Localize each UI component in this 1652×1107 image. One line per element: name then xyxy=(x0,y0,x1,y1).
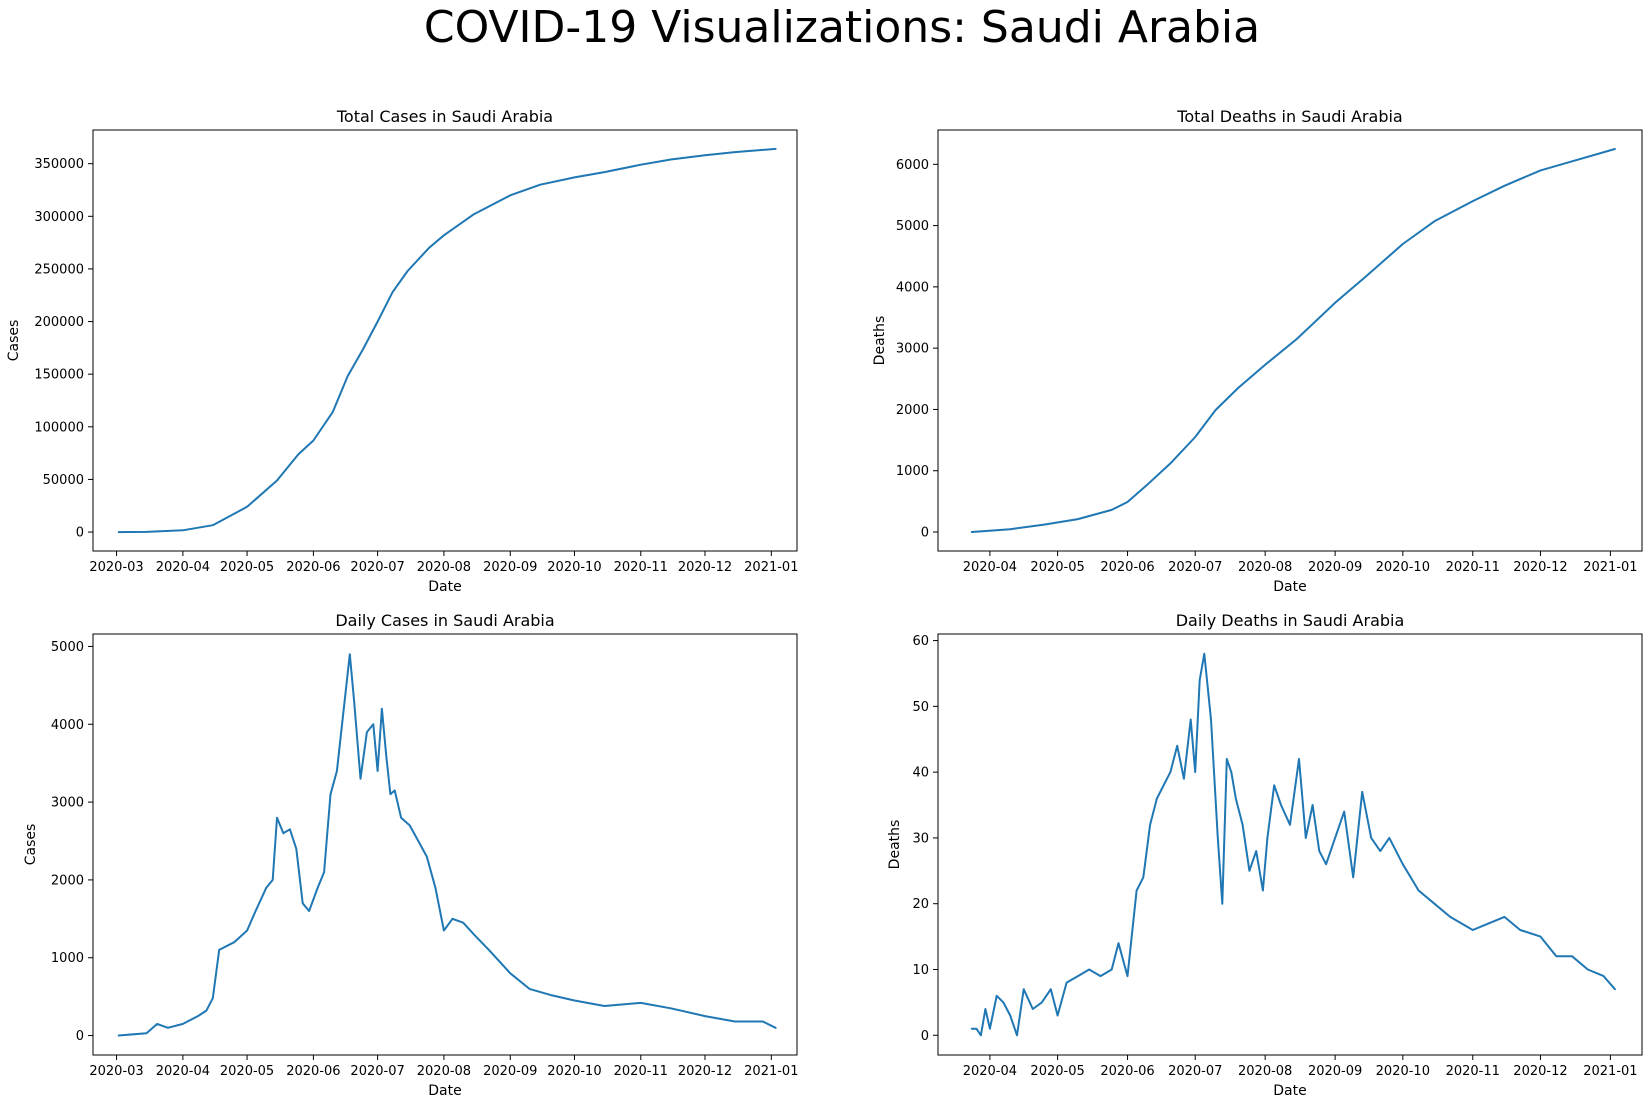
x-tick-label: 2020-11 xyxy=(614,1064,668,1079)
x-tick-label: 2020-07 xyxy=(1168,1064,1222,1079)
x-tick-label: 2020-12 xyxy=(678,560,732,575)
series-line xyxy=(970,148,1616,533)
y-tick-label: 30 xyxy=(912,831,929,846)
x-tick-label: 2020-03 xyxy=(89,1064,143,1079)
y-tick-label: 10 xyxy=(912,963,929,978)
x-tick-label: 2020-10 xyxy=(1376,1064,1430,1079)
x-tick-label: 2020-11 xyxy=(614,560,668,575)
chart-grid: Total Cases in Saudi Arabia 2020-03 2020-0… xyxy=(6,107,1643,1099)
y-tick-label: 1000 xyxy=(51,951,84,966)
x-tick-label: 2021-01 xyxy=(1583,1064,1637,1079)
plot-frame xyxy=(92,129,798,552)
y-tick-label: 50 xyxy=(912,700,929,715)
x-axis-label: Date xyxy=(428,579,461,595)
chart-title: Total Cases in Saudi Arabia xyxy=(336,107,553,126)
x-axis-label: Date xyxy=(1273,1083,1306,1099)
x-tick-label: 2020-06 xyxy=(286,560,340,575)
x-tick-label: 2020-08 xyxy=(417,560,471,575)
y-tick-label: 4000 xyxy=(51,718,84,733)
x-tick-label: 2020-07 xyxy=(350,560,404,575)
x-tick-label: 2020-05 xyxy=(220,1064,274,1079)
series-line xyxy=(117,147,777,534)
y-axis-label: Deaths xyxy=(887,820,903,870)
y-tick-label: 50000 xyxy=(43,473,84,488)
x-tick-label: 2020-07 xyxy=(350,1064,404,1079)
x-tick-label: 2020-09 xyxy=(1308,560,1362,575)
y-tick-label: 300000 xyxy=(34,210,84,225)
x-tick-label: 2020-12 xyxy=(678,1064,732,1079)
x-axis-label: Date xyxy=(1273,579,1306,595)
x-tick-label: 2020-09 xyxy=(483,1064,537,1079)
x-tick-label: 2020-04 xyxy=(963,560,1017,575)
chart-title: Daily Deaths in Saudi Arabia xyxy=(1176,611,1405,630)
x-tick-label: 2020-04 xyxy=(156,1064,210,1079)
chart-4: Daily Deaths in Saudi Arabia 2020-04 2020-… xyxy=(887,611,1643,1099)
x-tick-label: 2020-11 xyxy=(1446,1064,1500,1079)
y-axis-label: Deaths xyxy=(872,316,888,366)
x-tick-label: 2020-04 xyxy=(156,560,210,575)
x-tick-label: 2020-09 xyxy=(1308,1064,1362,1079)
x-tick-label: 2020-10 xyxy=(547,560,601,575)
y-tick-label: 4000 xyxy=(896,280,929,295)
x-tick-label: 2020-06 xyxy=(1100,560,1154,575)
x-tick-label: 2021-01 xyxy=(1583,560,1637,575)
y-tick-label: 250000 xyxy=(34,262,84,277)
x-tick-label: 2021-01 xyxy=(744,1064,798,1079)
y-tick-label: 6000 xyxy=(896,158,929,173)
x-tick-label: 2020-10 xyxy=(547,1064,601,1079)
x-tick-label: 2020-10 xyxy=(1376,560,1430,575)
y-tick-label: 3000 xyxy=(51,796,84,811)
chart-title: Daily Cases in Saudi Arabia xyxy=(335,611,554,630)
chart-title: Total Deaths in Saudi Arabia xyxy=(1176,107,1402,126)
x-tick-label: 2020-07 xyxy=(1168,560,1222,575)
y-tick-label: 2000 xyxy=(51,873,84,888)
y-tick-label: 100000 xyxy=(34,420,84,435)
x-tick-label: 2020-08 xyxy=(1238,1064,1292,1079)
y-tick-label: 200000 xyxy=(34,315,84,330)
y-tick-label: 3000 xyxy=(896,342,929,357)
x-tick-label: 2020-08 xyxy=(417,1064,471,1079)
x-tick-label: 2020-06 xyxy=(286,1064,340,1079)
figure-title: COVID-19 Visualizations: Saudi Arabia xyxy=(424,2,1260,53)
chart-3: Daily Cases in Saudi Arabia 2020-03 2020-0… xyxy=(23,611,798,1099)
x-tick-label: 2020-05 xyxy=(220,560,274,575)
y-tick-label: 0 xyxy=(921,526,929,541)
x-tick-label: 2021-01 xyxy=(744,560,798,575)
series-line xyxy=(970,652,1616,1037)
plot-frame xyxy=(937,129,1643,552)
y-tick-label: 5000 xyxy=(896,219,929,234)
x-tick-label: 2020-05 xyxy=(1030,1064,1084,1079)
y-tick-label: 350000 xyxy=(34,157,84,172)
y-tick-label: 150000 xyxy=(34,368,84,383)
y-tick-label: 20 xyxy=(912,897,929,912)
x-tick-label: 2020-05 xyxy=(1030,560,1084,575)
x-tick-label: 2020-12 xyxy=(1513,560,1567,575)
y-tick-label: 40 xyxy=(912,766,929,781)
x-axis-label: Date xyxy=(428,1083,461,1099)
y-tick-label: 0 xyxy=(76,526,84,541)
x-tick-label: 2020-03 xyxy=(89,560,143,575)
x-tick-label: 2020-09 xyxy=(483,560,537,575)
x-tick-label: 2020-12 xyxy=(1513,1064,1567,1079)
y-tick-label: 1000 xyxy=(896,464,929,479)
y-tick-label: 60 xyxy=(912,634,929,649)
y-axis-label: Cases xyxy=(6,320,22,362)
y-tick-label: 0 xyxy=(76,1029,84,1044)
x-tick-label: 2020-11 xyxy=(1446,560,1500,575)
x-tick-label: 2020-06 xyxy=(1100,1064,1154,1079)
plot-frame xyxy=(937,633,1643,1056)
plot-frame xyxy=(92,633,798,1056)
x-tick-label: 2020-08 xyxy=(1238,560,1292,575)
y-tick-label: 0 xyxy=(921,1029,929,1044)
x-tick-label: 2020-04 xyxy=(963,1064,1017,1079)
y-axis-label: Cases xyxy=(23,824,39,866)
y-tick-label: 5000 xyxy=(51,640,84,655)
y-tick-label: 2000 xyxy=(896,403,929,418)
series-line xyxy=(117,653,777,1037)
chart-1: Total Cases in Saudi Arabia 2020-03 2020-0… xyxy=(6,107,798,595)
chart-2: Total Deaths in Saudi Arabia 2020-04 2020-… xyxy=(872,107,1643,595)
